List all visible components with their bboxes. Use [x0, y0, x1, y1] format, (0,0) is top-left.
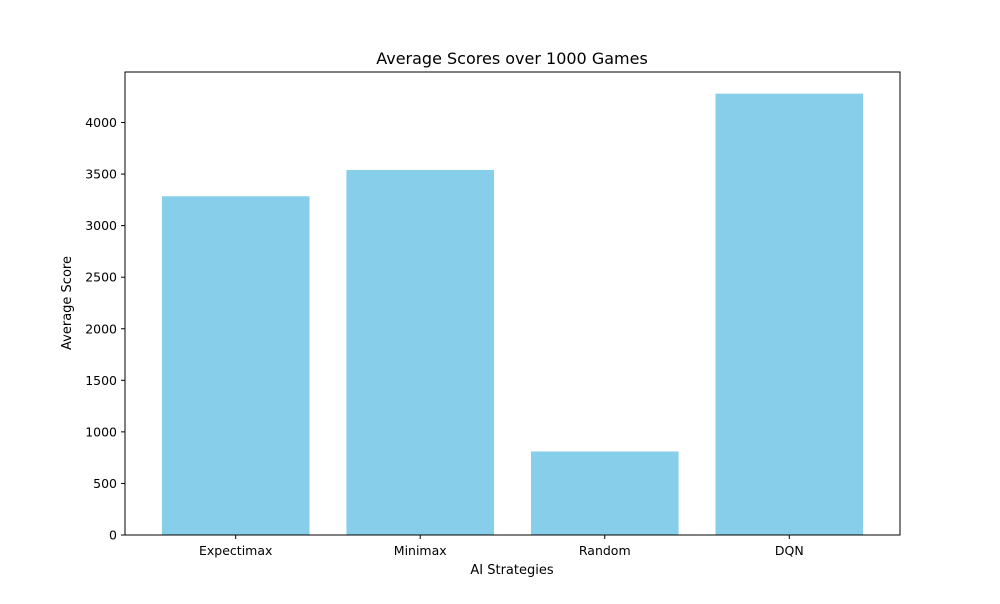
y-tick-label: 2500 — [85, 270, 117, 285]
y-axis: 0 500 1000 1500 2000 2500 3000 3500 4000 — [85, 115, 125, 543]
bar-dqn — [715, 93, 864, 535]
y-tick-label: 4000 — [85, 115, 117, 130]
bar-minimax — [346, 169, 495, 535]
y-tick-label: 3500 — [85, 167, 117, 182]
x-tick-label: Expectimax — [199, 543, 272, 558]
bar-expectimax — [161, 196, 310, 535]
x-tick-label: DQN — [775, 543, 804, 558]
bar-random — [530, 451, 679, 535]
y-tick-label: 1500 — [85, 373, 117, 388]
y-tick-label: 1000 — [85, 424, 117, 439]
y-tick-label: 500 — [93, 476, 117, 491]
plot-frame — [124, 71, 901, 536]
x-tick-label: Minimax — [394, 543, 447, 558]
chart-title: Average Scores over 1000 Games — [376, 49, 648, 68]
y-axis-label: Average Score — [60, 256, 75, 350]
bars-layer — [161, 93, 864, 535]
y-tick-label: 0 — [109, 528, 117, 543]
y-tick-label: 3000 — [85, 218, 117, 233]
x-tick-label: Random — [579, 543, 631, 558]
x-axis: Expectimax Minimax Random DQN — [199, 535, 804, 558]
y-tick-label: 2000 — [85, 321, 117, 336]
x-axis-label: AI Strategies — [470, 563, 553, 578]
